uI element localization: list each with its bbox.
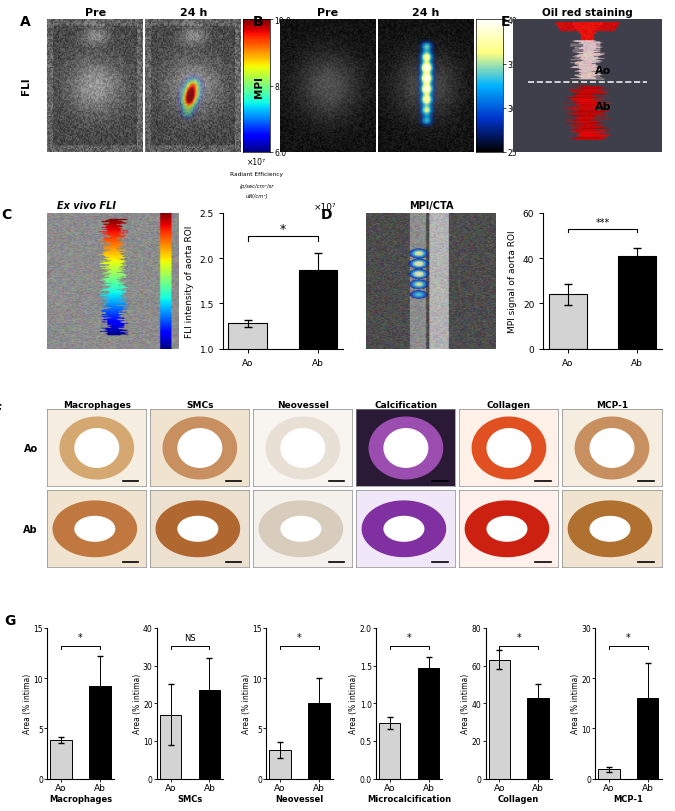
Polygon shape <box>281 429 325 468</box>
Bar <box>549 295 587 350</box>
Text: MPI: MPI <box>254 75 264 97</box>
Text: FLI: FLI <box>21 78 31 96</box>
Bar <box>308 703 330 779</box>
X-axis label: MCP-1: MCP-1 <box>614 795 643 804</box>
Y-axis label: Ab: Ab <box>23 524 38 534</box>
Text: ×10⁷: ×10⁷ <box>247 158 266 167</box>
Y-axis label: Area (% intima): Area (% intima) <box>132 673 142 733</box>
Text: Ab: Ab <box>595 101 611 111</box>
Title: Neovessel: Neovessel <box>277 400 329 410</box>
Text: F: F <box>0 402 2 416</box>
Bar <box>160 714 182 779</box>
Polygon shape <box>465 501 549 557</box>
Polygon shape <box>60 418 134 479</box>
Bar <box>489 660 510 779</box>
Bar <box>298 271 337 440</box>
Polygon shape <box>178 517 217 542</box>
Text: C: C <box>1 208 11 222</box>
Y-axis label: Area (% intima): Area (% intima) <box>571 673 580 733</box>
Bar <box>527 697 549 779</box>
Bar <box>637 698 659 779</box>
Bar <box>228 324 267 440</box>
Bar <box>89 686 111 779</box>
Bar <box>269 750 291 779</box>
Text: (p/sec/cm²/sr: (p/sec/cm²/sr <box>240 183 274 188</box>
Text: uW/cm²): uW/cm²) <box>246 194 268 199</box>
Polygon shape <box>75 429 119 468</box>
Polygon shape <box>384 517 424 542</box>
Polygon shape <box>259 501 342 557</box>
Bar <box>618 256 656 350</box>
X-axis label: SMCs: SMCs <box>178 795 202 804</box>
Title: MCP-1: MCP-1 <box>596 400 628 410</box>
Text: *: * <box>626 633 630 642</box>
Polygon shape <box>487 429 531 468</box>
Polygon shape <box>362 501 446 557</box>
Polygon shape <box>75 517 115 542</box>
X-axis label: Collagen: Collagen <box>498 795 539 804</box>
Bar <box>598 770 620 779</box>
Title: Macrophages: Macrophages <box>63 400 131 410</box>
Polygon shape <box>266 418 340 479</box>
Text: 24 h: 24 h <box>412 7 439 18</box>
Y-axis label: Area (% intima): Area (% intima) <box>23 673 32 733</box>
Polygon shape <box>369 418 443 479</box>
Polygon shape <box>590 517 630 542</box>
Polygon shape <box>487 517 526 542</box>
Text: Ex vivo FLI: Ex vivo FLI <box>57 200 116 211</box>
Y-axis label: FLI intensity of aorta ROI: FLI intensity of aorta ROI <box>185 225 194 337</box>
Text: Pre: Pre <box>84 7 106 18</box>
Y-axis label: Area (% intima): Area (% intima) <box>242 673 251 733</box>
X-axis label: Macrophages: Macrophages <box>49 795 112 804</box>
Title: SMCs: SMCs <box>186 400 213 410</box>
X-axis label: Microcalcification: Microcalcification <box>367 795 451 804</box>
Text: Oil red staining: Oil red staining <box>542 7 632 18</box>
Polygon shape <box>281 517 321 542</box>
Text: B: B <box>253 15 264 29</box>
Text: A: A <box>20 15 31 29</box>
Bar <box>418 668 439 779</box>
Text: *: * <box>516 633 521 642</box>
Text: *: * <box>297 633 302 642</box>
Text: *: * <box>407 633 412 642</box>
Bar <box>198 690 220 779</box>
Text: Ao: Ao <box>595 66 611 75</box>
X-axis label: Neovessel: Neovessel <box>275 795 324 804</box>
Text: ***: *** <box>595 217 610 227</box>
Title: Calcification: Calcification <box>375 400 437 410</box>
Polygon shape <box>178 429 221 468</box>
Text: *: * <box>78 633 83 642</box>
Y-axis label: Ao: Ao <box>24 444 38 453</box>
Text: E: E <box>501 15 510 29</box>
Text: 24 h: 24 h <box>180 7 207 18</box>
Text: G: G <box>4 613 16 627</box>
Bar <box>50 740 72 779</box>
Text: Radiant Efficiency: Radiant Efficiency <box>230 171 284 176</box>
Y-axis label: MPI signal of aorta ROI: MPI signal of aorta ROI <box>508 230 517 333</box>
Bar <box>379 723 400 779</box>
Title: Collagen: Collagen <box>487 400 531 410</box>
Polygon shape <box>53 501 136 557</box>
Polygon shape <box>472 418 545 479</box>
Polygon shape <box>590 429 634 468</box>
Text: ×10⁷: ×10⁷ <box>313 203 336 212</box>
Text: *: * <box>279 222 286 235</box>
Text: D: D <box>321 208 332 222</box>
Polygon shape <box>384 429 428 468</box>
Y-axis label: Area (% intima): Area (% intima) <box>461 673 470 733</box>
Polygon shape <box>568 501 651 557</box>
Polygon shape <box>163 418 236 479</box>
Text: Pre: Pre <box>317 7 339 18</box>
Text: MPI/CTA: MPI/CTA <box>409 200 454 211</box>
Polygon shape <box>156 501 240 557</box>
Y-axis label: Area (% intima): Area (% intima) <box>349 673 358 733</box>
Text: NS: NS <box>184 633 196 642</box>
Polygon shape <box>575 418 649 479</box>
